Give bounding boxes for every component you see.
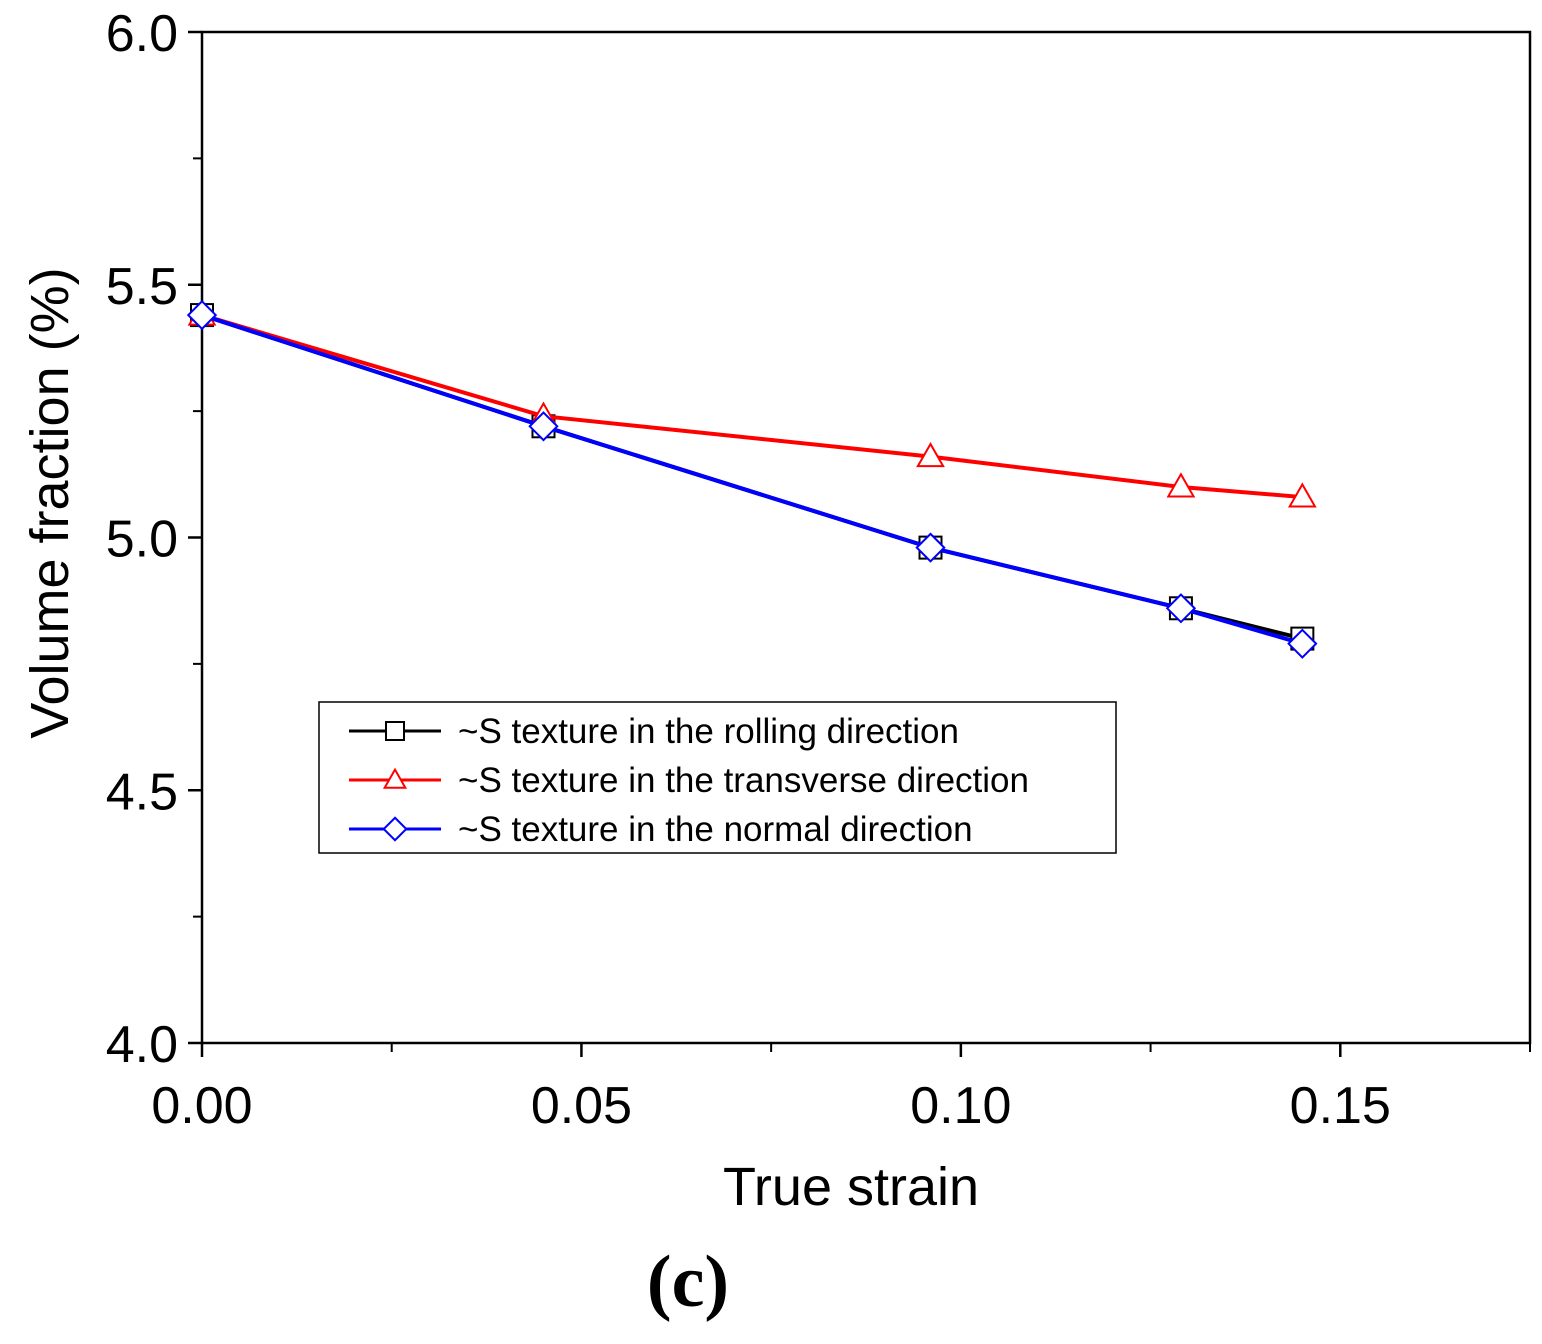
data-point-transverse [1287, 482, 1317, 508]
legend-entry-transverse: ~S texture in the transverse direction [349, 761, 1029, 800]
plot-frame [200, 30, 1532, 1045]
data-point-transverse [916, 441, 945, 468]
x-tick-label: 0.10 [910, 1077, 1011, 1135]
x-axis-title: True strain [723, 1157, 979, 1217]
legend-label-normal: ~S texture in the normal direction [458, 810, 973, 849]
legend-label-transverse: ~S texture in the transverse direction [458, 761, 1029, 800]
y-tick-label: 4.0 [106, 1016, 178, 1074]
y-tick-label: 5.5 [106, 258, 178, 316]
legend-entry-rolling: ~S texture in the rolling direction [349, 712, 959, 751]
data-point-normal [186, 299, 218, 331]
series-normal [186, 299, 1318, 659]
y-tick-label: 4.5 [106, 763, 178, 821]
plot-area [200, 30, 1532, 1045]
series-layer [186, 299, 1318, 659]
legend-marker-rolling [385, 721, 405, 741]
panel-label: (c) [647, 1241, 729, 1323]
data-point-normal [915, 532, 946, 563]
legend-box [318, 701, 1117, 854]
series-line-transverse [201, 313, 1303, 500]
legend-marker-transverse [382, 767, 408, 789]
legend-label-rolling: ~S texture in the rolling direction [458, 712, 959, 751]
y-axis-title: Volume fraction (%) [20, 267, 80, 738]
data-point-transverse [1166, 472, 1196, 498]
y-tick-label: 6.0 [106, 5, 178, 63]
y-tick-label: 5.0 [106, 511, 178, 569]
data-point-normal [528, 411, 559, 442]
x-tick-label: 0.15 [1290, 1077, 1391, 1135]
legend-entry-normal: ~S texture in the normal direction [349, 810, 973, 849]
x-tick-label: 0.05 [531, 1077, 632, 1135]
ticks-layer: 0.00 0.05 0.10 0.15 4.0 4.5 5.0 5.5 6.0 [106, 5, 1531, 1135]
series-transverse [187, 300, 1317, 508]
x-tick-label: 0.00 [151, 1077, 252, 1135]
legend: ~S texture in the rolling direction ~S te… [318, 701, 1117, 854]
data-point-normal [1165, 593, 1197, 624]
legend-marker-normal [382, 816, 408, 842]
data-point-normal [1287, 628, 1318, 659]
